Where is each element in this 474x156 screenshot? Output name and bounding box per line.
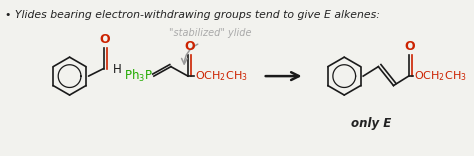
Text: "stabilized" ylide: "stabilized" ylide — [168, 29, 251, 39]
Text: O: O — [100, 33, 110, 46]
Text: O: O — [184, 40, 195, 53]
Text: O: O — [405, 40, 415, 53]
Text: only E: only E — [351, 117, 391, 130]
Text: OCH$_2$CH$_3$: OCH$_2$CH$_3$ — [414, 69, 467, 83]
Text: H: H — [113, 63, 122, 76]
Text: Ph$_3$P: Ph$_3$P — [124, 68, 153, 84]
Text: OCH$_2$CH$_3$: OCH$_2$CH$_3$ — [195, 69, 247, 83]
Text: • Ylides bearing electron-withdrawing groups tend to give E alkenes:: • Ylides bearing electron-withdrawing gr… — [5, 10, 380, 20]
